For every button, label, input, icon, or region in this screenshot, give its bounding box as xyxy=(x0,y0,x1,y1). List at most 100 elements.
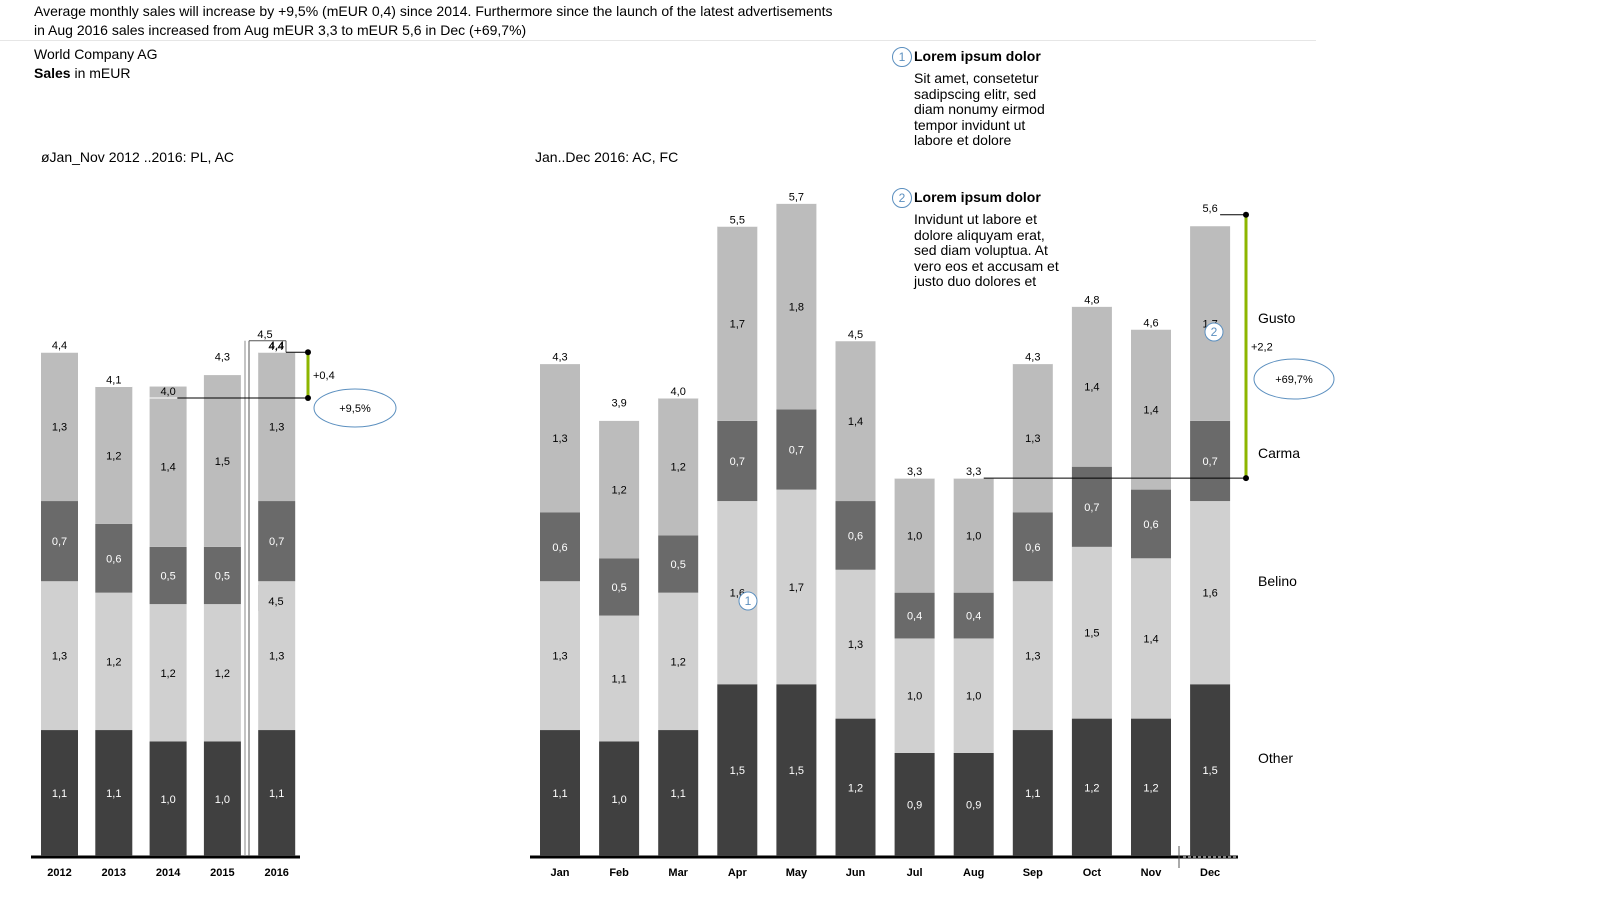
chart1-category-label: 2016 xyxy=(264,867,288,879)
chart2-category-label: Sep xyxy=(1023,867,1043,879)
chart2-bar-carma-jan xyxy=(540,512,580,582)
chart1-plan-label: 4,5 xyxy=(257,329,272,341)
chart1-total-label: 4,0 xyxy=(160,386,175,398)
chart2-value-label: 1,4 xyxy=(1143,404,1158,416)
chart2-category-label: Nov xyxy=(1141,867,1163,879)
chart2-bar-gusto-jun xyxy=(835,340,876,502)
chart1-value-label: 0,6 xyxy=(106,553,121,565)
chart2-value-label: 1,3 xyxy=(848,639,863,651)
chart2-value-label: 1,1 xyxy=(611,674,626,686)
legend-item-carma: Carma xyxy=(1258,445,1300,461)
chart2-value-label: 1,3 xyxy=(1025,433,1040,445)
chart2-value-label: 1,5 xyxy=(789,765,804,777)
chart2-value-label: 1,4 xyxy=(1084,382,1099,394)
chart2-bar-gusto-apr xyxy=(717,226,758,421)
chart2-total-label: 4,3 xyxy=(1025,352,1040,364)
chart2-bar-other-jan xyxy=(540,730,580,856)
chart2-bar-carma-aug xyxy=(953,592,994,639)
chart2-total-label: 4,0 xyxy=(671,386,686,398)
chart2-value-label: 1,2 xyxy=(671,656,686,668)
chart2-marker-2-label: 2 xyxy=(1211,325,1218,339)
chart2-bar-carma-dec xyxy=(1190,420,1231,502)
company-block: World Company AG Sales in mEUR xyxy=(34,45,157,83)
chart1-value-label: 0,5 xyxy=(160,570,175,582)
chart2-marker-1-label: 1 xyxy=(745,594,752,608)
chart2-bar-other-oct xyxy=(1071,718,1112,856)
chart2-value-label: 0,4 xyxy=(966,611,981,623)
chart1-value-label: 0,7 xyxy=(269,536,284,548)
chart2-category-label: Jul xyxy=(907,867,923,879)
chart2-bar-belino-dec xyxy=(1190,501,1231,685)
chart2-value-label: 0,6 xyxy=(552,542,567,554)
chart2-delta-percent: +69,7% xyxy=(1275,374,1313,386)
chart1-total-label: 4,3 xyxy=(215,352,230,364)
chart2-value-label: 1,2 xyxy=(671,462,686,474)
chart2-bar-carma-nov xyxy=(1131,489,1171,559)
chart1-value-label: 1,4 xyxy=(160,462,175,474)
chart1-bar-carma-2013 xyxy=(95,523,133,593)
chart2-bar-belino-sep xyxy=(1012,581,1053,731)
chart1-bar-gusto-2015 xyxy=(203,375,241,547)
note-1-title: Lorem ipsum dolor xyxy=(914,48,1041,64)
chart2-value-label: 1,0 xyxy=(966,530,981,542)
chart2-value-label: 1,2 xyxy=(611,485,626,497)
chart2-category-label: Jun xyxy=(846,867,866,879)
chart2-value-label: 1,1 xyxy=(552,788,567,800)
chart1-bar-gusto-2012 xyxy=(41,352,78,502)
chart1-delta-value: +0,4 xyxy=(313,370,335,382)
chart1-bar-other-2015 xyxy=(203,741,241,856)
chart2-value-label: 1,8 xyxy=(789,301,804,313)
chart2-bar-carma-mar xyxy=(658,535,699,593)
chart2-bar-belino-mar xyxy=(658,592,699,731)
chart2-value-label: 0,5 xyxy=(611,582,626,594)
chart2-total-label: 4,8 xyxy=(1084,294,1099,306)
chart1-value-label: 1,2 xyxy=(215,668,230,680)
chart2-value-label: 0,5 xyxy=(671,559,686,571)
chart1-value-label: 0,5 xyxy=(215,570,230,582)
chart2-bar-carma-sep xyxy=(1012,512,1053,582)
chart2-value-label: 1,2 xyxy=(848,782,863,794)
chart1-value-label: 1,3 xyxy=(52,422,67,434)
chart1-actual-label-2016: 4,4 xyxy=(268,341,283,353)
chart1-extra-label-bg xyxy=(258,585,294,611)
chart2-bar-carma-feb xyxy=(599,558,640,616)
chart2-value-label: 1,7 xyxy=(730,319,745,331)
chart2-bar-other-nov xyxy=(1131,718,1171,856)
chart2-value-label: 1,1 xyxy=(1025,788,1040,800)
measure-unit: in mEUR xyxy=(70,65,131,81)
chart2-total-label: 5,5 xyxy=(730,214,745,226)
note-2-number: 2 xyxy=(892,188,912,208)
chart2-value-label: 0,7 xyxy=(789,445,804,457)
chart2-value-label: 1,4 xyxy=(1143,633,1158,645)
chart2-marker-2 xyxy=(1204,322,1224,342)
chart2-value-label: 1,0 xyxy=(907,530,922,542)
chart2-bar-belino-nov xyxy=(1131,558,1171,719)
chart2-bar-other-feb xyxy=(599,741,640,856)
chart2-category-label: Dec xyxy=(1200,867,1220,879)
chart2-marker-1 xyxy=(738,591,758,611)
chart2-total-label: 3,3 xyxy=(966,466,981,478)
legend-item-other: Other xyxy=(1258,750,1293,766)
measure-bold: Sales xyxy=(34,65,71,81)
chart1-category-label: 2014 xyxy=(156,867,181,879)
chart2-bar-belino-jun xyxy=(835,569,876,719)
chart2-value-label: 1,7 xyxy=(789,582,804,594)
chart2-value-label: 1,0 xyxy=(966,691,981,703)
chart1-value-label: 0,7 xyxy=(52,536,67,548)
chart2-bar-gusto-oct xyxy=(1071,306,1112,467)
chart2-value-label: 0,4 xyxy=(907,611,922,623)
chart1-value-label: 1,2 xyxy=(160,668,175,680)
chart2-value-label: 1,5 xyxy=(730,765,745,777)
chart1-bar-other-2012 xyxy=(41,730,78,856)
chart2-bar-carma-apr xyxy=(717,420,758,502)
chart1-title: øJan_Nov 2012 ..2016: PL, AC xyxy=(41,149,235,165)
chart1-value-label: 1,0 xyxy=(160,794,175,806)
chart2-bar-belino-feb xyxy=(599,615,640,742)
chart1-value-label: 1,1 xyxy=(106,788,121,800)
chart2-bar-other-jul xyxy=(894,752,935,856)
chart1-bar-gusto-2016 xyxy=(258,352,296,502)
chart2-bar-carma-jul xyxy=(894,592,935,639)
chart2-bar-gusto-may xyxy=(776,203,817,410)
chart2-value-label: 1,3 xyxy=(552,651,567,663)
